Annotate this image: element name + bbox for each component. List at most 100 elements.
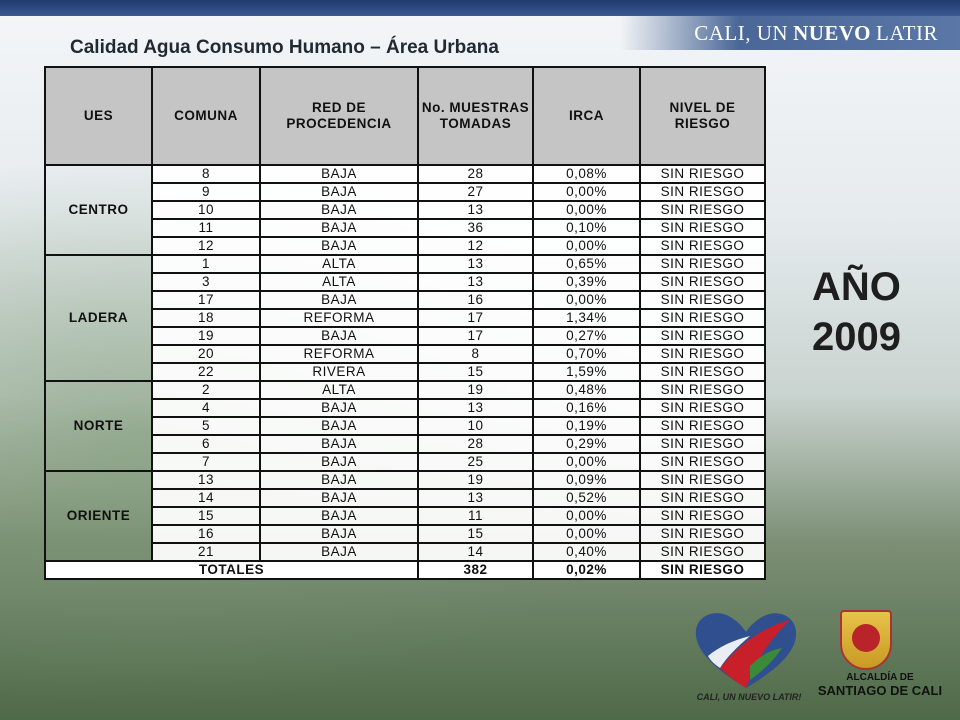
table-cell: 27 bbox=[417, 182, 534, 202]
table-cell: 11 bbox=[151, 218, 261, 238]
table-cell: 13 bbox=[417, 200, 534, 220]
table-cell: 0,40% bbox=[532, 542, 641, 562]
table-cell: 17 bbox=[417, 308, 534, 328]
year-label: AÑO 2009 bbox=[812, 262, 901, 362]
table-cell: 19 bbox=[151, 326, 261, 346]
ues-cell: LADERA bbox=[44, 254, 153, 382]
table-cell: SIN RIESGO bbox=[639, 452, 766, 472]
table-cell: 0,00% bbox=[532, 236, 641, 256]
table-cell: 0,00% bbox=[532, 182, 641, 202]
table-cell: 0,10% bbox=[532, 218, 641, 238]
table-cell: BAJA bbox=[259, 416, 419, 436]
table-cell: SIN RIESGO bbox=[639, 398, 766, 418]
totals-muestras: 382 bbox=[417, 560, 534, 580]
table-cell: BAJA bbox=[259, 164, 419, 184]
table-cell: SIN RIESGO bbox=[639, 272, 766, 292]
table-cell: SIN RIESGO bbox=[639, 506, 766, 526]
brand-prefix: CALI, UN bbox=[694, 20, 789, 45]
table-cell: 22 bbox=[151, 362, 261, 382]
table-cell: SIN RIESGO bbox=[639, 524, 766, 544]
table-cell: 16 bbox=[151, 524, 261, 544]
table-row: 7 BAJA 25 0,00% SIN RIESGO bbox=[45, 452, 766, 472]
table-cell: 0,48% bbox=[532, 380, 641, 400]
top-bar bbox=[0, 0, 960, 16]
table-cell: 2 bbox=[151, 380, 261, 400]
table-row: NORTE 2 ALTA 19 0,48% SIN RIESGO bbox=[44, 380, 766, 472]
table-cell: 20 bbox=[151, 344, 261, 364]
brand-banner: CALI, UN NUEVO LATIR bbox=[620, 16, 960, 50]
table-cell: 3 bbox=[151, 272, 261, 292]
table-cell: 0,65% bbox=[532, 254, 641, 274]
alcaldia-line2: SANTIAGO DE CALI bbox=[817, 683, 943, 698]
table-cell: 15 bbox=[417, 362, 534, 382]
table-cell: 15 bbox=[151, 506, 261, 526]
brand-suffix: LATIR bbox=[876, 20, 938, 45]
table-cell: 8 bbox=[417, 344, 534, 364]
table-row: 16 BAJA 15 0,00% SIN RIESGO bbox=[45, 524, 766, 544]
table-row: 19 BAJA 17 0,27% SIN RIESGO bbox=[45, 326, 766, 346]
table-row: 12 BAJA 12 0,00% SIN RIESGO bbox=[45, 236, 766, 256]
coat-of-arms-icon bbox=[840, 610, 892, 670]
table-cell: 25 bbox=[417, 452, 534, 472]
table-cell: SIN RIESGO bbox=[639, 344, 766, 364]
table-cell: 0,00% bbox=[532, 506, 641, 526]
table-cell: ALTA bbox=[259, 380, 419, 400]
table-row: 10 BAJA 13 0,00% SIN RIESGO bbox=[45, 200, 766, 220]
table-row: 14 BAJA 13 0,52% SIN RIESGO bbox=[45, 488, 766, 508]
table-cell: 13 bbox=[417, 488, 534, 508]
table-row: 15 BAJA 11 0,00% SIN RIESGO bbox=[45, 506, 766, 526]
table-cell: 0,00% bbox=[532, 290, 641, 310]
table-cell: 12 bbox=[417, 236, 534, 256]
table-cell: 36 bbox=[417, 218, 534, 238]
table-row: 5 BAJA 10 0,19% SIN RIESGO bbox=[45, 416, 766, 436]
column-header: IRCA bbox=[532, 66, 641, 166]
table-cell: SIN RIESGO bbox=[639, 164, 766, 184]
table-row: 11 BAJA 36 0,10% SIN RIESGO bbox=[45, 218, 766, 238]
footer-logos: CALI, UN NUEVO LATIR! ALCALDÍA DE SANTIA… bbox=[690, 606, 960, 720]
table-cell: 0,19% bbox=[532, 416, 641, 436]
table-cell: BAJA bbox=[259, 290, 419, 310]
totals-label: TOTALES bbox=[44, 560, 419, 580]
table-cell: 1 bbox=[151, 254, 261, 274]
table-row: 9 BAJA 27 0,00% SIN RIESGO bbox=[45, 182, 766, 202]
ues-cell: ORIENTE bbox=[44, 470, 153, 562]
column-header: No. MUESTRAS TOMADAS bbox=[417, 66, 534, 166]
alcaldia-line1: ALCALDÍA DE bbox=[846, 672, 914, 683]
table-cell: 0,70% bbox=[532, 344, 641, 364]
table-cell: 12 bbox=[151, 236, 261, 256]
table-row: 3 ALTA 13 0,39% SIN RIESGO bbox=[45, 272, 766, 292]
table-cell: SIN RIESGO bbox=[639, 380, 766, 400]
table-row: ORIENTE 13 BAJA 19 0,09% SIN RIESGO bbox=[44, 470, 766, 562]
table-cell: SIN RIESGO bbox=[639, 434, 766, 454]
heart-logo-icon bbox=[695, 613, 797, 688]
table-cell: 10 bbox=[151, 200, 261, 220]
table-cell: RIVERA bbox=[259, 362, 419, 382]
table-cell: SIN RIESGO bbox=[639, 182, 766, 202]
table-header-row: UES COMUNA RED DE PROCEDENCIA No. MUESTRAS … bbox=[44, 66, 766, 166]
table-cell: 0,16% bbox=[532, 398, 641, 418]
table-cell: SIN RIESGO bbox=[639, 542, 766, 562]
table-row: LADERA 1 ALTA 13 0,65% SIN RIESGO bbox=[44, 254, 766, 382]
table-cell: REFORMA bbox=[259, 308, 419, 328]
table-cell: 10 bbox=[417, 416, 534, 436]
table-cell: 0,27% bbox=[532, 326, 641, 346]
totals-irca: 0,02% bbox=[532, 560, 641, 580]
table-row: CENTRO 8 BAJA 28 0,08% SIN RIESGO bbox=[44, 164, 766, 256]
table-cell: BAJA bbox=[259, 434, 419, 454]
table-cell: 0,00% bbox=[532, 452, 641, 472]
table-cell: 17 bbox=[151, 290, 261, 310]
table-row: 17 BAJA 16 0,00% SIN RIESGO bbox=[45, 290, 766, 310]
table-row: 21 BAJA 14 0,40% SIN RIESGO bbox=[45, 542, 766, 562]
table-cell: ALTA bbox=[259, 254, 419, 274]
table-cell: REFORMA bbox=[259, 344, 419, 364]
table-cell: 6 bbox=[151, 434, 261, 454]
ues-cell: NORTE bbox=[44, 380, 153, 472]
table-cell: BAJA bbox=[259, 488, 419, 508]
table-cell: BAJA bbox=[259, 326, 419, 346]
table-row: 18 REFORMA 17 1,34% SIN RIESGO bbox=[45, 308, 766, 328]
table-row: 6 BAJA 28 0,29% SIN RIESGO bbox=[45, 434, 766, 454]
table-cell: BAJA bbox=[259, 218, 419, 238]
table-cell: 0,08% bbox=[532, 164, 641, 184]
column-header: NIVEL DE RIESGO bbox=[639, 66, 766, 166]
table-body: CENTRO 8 BAJA 28 0,08% SIN RIESGO 9 BAJA 27 0,00%… bbox=[44, 164, 766, 580]
